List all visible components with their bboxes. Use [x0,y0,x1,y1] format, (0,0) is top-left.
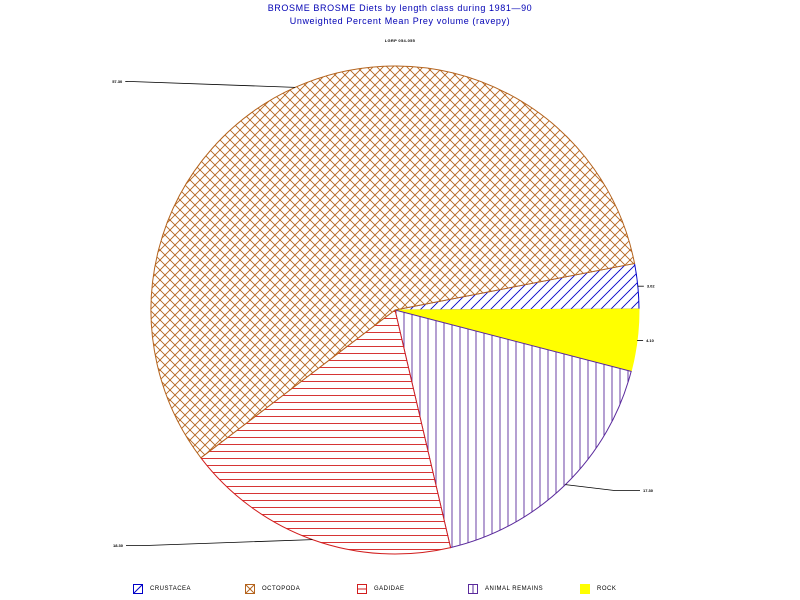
pie-slice-animal-remains [394,309,632,549]
pie-slice-gadidae [200,309,452,555]
legend-swatch-animal-remains [468,584,478,594]
legend-label-crustacea: CRUSTACEA [150,586,192,592]
legend-label-octopoda: OCTOPODA [262,586,301,592]
pct-label-octopoda: 57.30 [112,79,123,84]
legend-item-octopoda: OCTOPODA [245,584,300,594]
leader-line-gadidae [126,539,313,547]
legend-label-rock: ROCK [597,586,617,592]
leader-line-animal-remains [565,484,640,492]
chart-title: BROSME BROSME Diets by length class duri… [267,3,533,13]
legend-swatch-gadidae [357,584,367,594]
legend-item-animal-remains: ANIMAL REMAINS [468,584,543,594]
pct-label-rock: 4.10 [646,338,655,343]
legend-label-gadidae: GADIDAE [374,586,405,592]
length-class-label: LGRP 054-055 [384,38,416,43]
legend-label-animal-remains: ANIMAL REMAINS [485,586,544,592]
legend-item-gadidae: GADIDAE [357,584,405,594]
pct-label-crustacea: 3.02 [647,284,656,289]
pct-label-gadidae: 18.30 [113,543,124,548]
legend-item-rock: ROCK [580,584,616,594]
legend-swatch-rock [580,584,590,594]
legend-swatch-octopoda [245,584,255,594]
pct-label-animal-remains: 17.30 [643,488,654,493]
legend-swatch-crustacea [133,584,143,594]
leader-line-octopoda [125,80,296,88]
chart-subtitle: Unweighted Percent Mean Prey volume (rav… [289,16,511,26]
legend-item-crustacea: CRUSTACEA [133,584,191,594]
